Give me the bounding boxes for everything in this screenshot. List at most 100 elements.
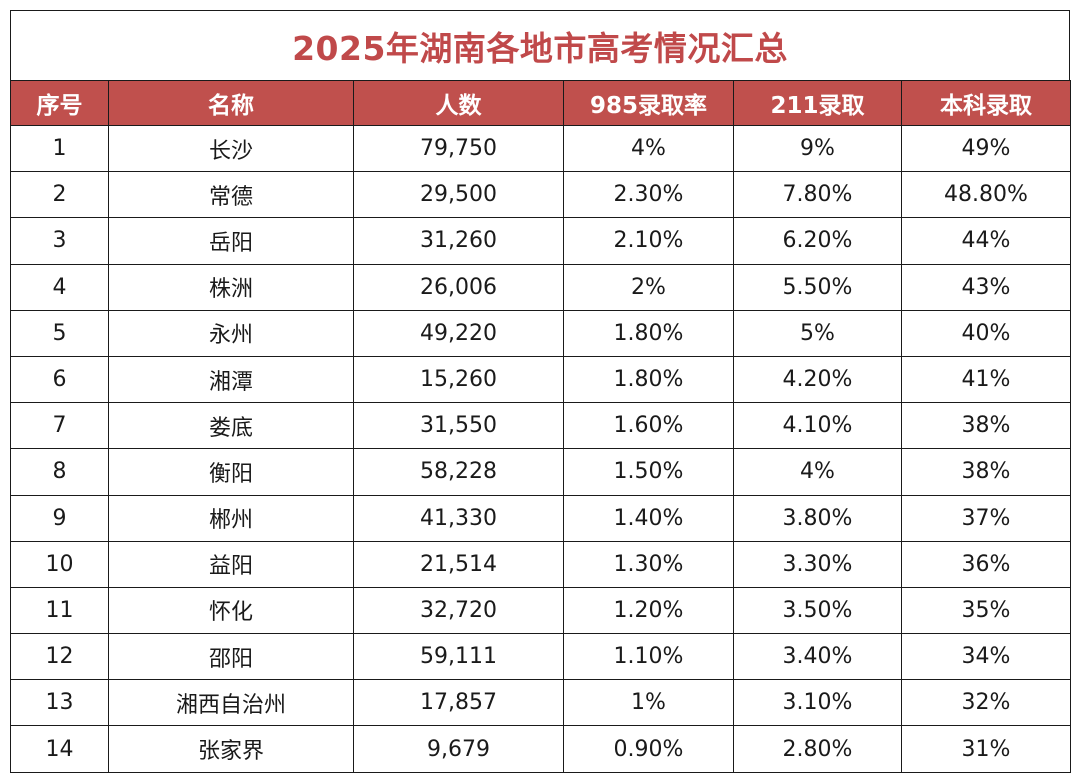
table-row: 9 郴州 41,330 1.40% 3.80% 37% <box>10 494 1071 542</box>
table-row: 2 常德 29,500 2.30% 7.80% 48.80% <box>10 171 1071 219</box>
table-body: 1 长沙 79,750 4% 9% 49% 2 常德 29,500 2.30% 7.80% 48.80… <box>10 124 1071 773</box>
cell-985-rate: 1.80% <box>563 355 734 404</box>
cell-undergrad-rate: 43% <box>901 263 1071 311</box>
cell-name: 张家界 <box>108 725 354 773</box>
cell-undergrad-rate: 38% <box>901 448 1071 496</box>
cell-985-rate: 1.40% <box>563 494 734 542</box>
cell-index: 9 <box>10 494 109 542</box>
table-row: 7 娄底 31,550 1.60% 4.10% 38% <box>10 402 1071 450</box>
cell-undergrad-rate: 49% <box>901 124 1071 173</box>
cell-undergrad-rate: 41% <box>901 355 1071 404</box>
cell-count: 32,720 <box>353 586 564 635</box>
cell-985-rate: 1.80% <box>563 309 734 357</box>
table-row: 10 益阳 21,514 1.30% 3.30% 36% <box>10 540 1071 588</box>
cell-985-rate: 2.10% <box>563 217 734 265</box>
header-index: 序号 <box>10 80 109 126</box>
table-row: 14 张家界 9,679 0.90% 2.80% 31% <box>10 725 1071 773</box>
cell-undergrad-rate: 34% <box>901 633 1071 681</box>
cell-count: 79,750 <box>353 124 564 173</box>
cell-985-rate: 4% <box>563 124 734 173</box>
cell-count: 41,330 <box>353 494 564 542</box>
cell-undergrad-rate: 48.80% <box>901 171 1071 219</box>
cell-985-rate: 1.50% <box>563 448 734 496</box>
cell-index: 10 <box>10 540 109 588</box>
table-row: 6 湘潭 15,260 1.80% 4.20% 41% <box>10 355 1071 404</box>
cell-undergrad-rate: 44% <box>901 217 1071 265</box>
data-table: 序号 名称 人数 985录取率 211录取 本科录取 1 长沙 79,750 4% 9%… <box>10 80 1071 773</box>
page-title: 2025年湖南各地市高考情况汇总 <box>292 28 788 68</box>
cell-985-rate: 1.10% <box>563 633 734 681</box>
table-row: 3 岳阳 31,260 2.10% 6.20% 44% <box>10 217 1071 265</box>
cell-undergrad-rate: 38% <box>901 402 1071 450</box>
table-row: 12 邵阳 59,111 1.10% 3.40% 34% <box>10 633 1071 681</box>
cell-985-rate: 1% <box>563 679 734 727</box>
cell-count: 21,514 <box>353 540 564 588</box>
summary-sheet: 2025年湖南各地市高考情况汇总 序号 名称 人数 985录取率 211录取 本… <box>10 10 1071 773</box>
cell-211-rate: 3.40% <box>733 633 902 681</box>
cell-count: 15,260 <box>353 355 564 404</box>
cell-count: 59,111 <box>353 633 564 681</box>
cell-211-rate: 6.20% <box>733 217 902 265</box>
cell-211-rate: 3.80% <box>733 494 902 542</box>
cell-name: 邵阳 <box>108 633 354 681</box>
cell-211-rate: 4.10% <box>733 402 902 450</box>
cell-name: 长沙 <box>108 124 354 173</box>
cell-985-rate: 0.90% <box>563 725 734 773</box>
table-row: 13 湘西自治州 17,857 1% 3.10% 32% <box>10 679 1071 727</box>
cell-name: 株洲 <box>108 263 354 311</box>
cell-count: 31,550 <box>353 402 564 450</box>
cell-index: 4 <box>10 263 109 311</box>
table-row: 5 永州 49,220 1.80% 5% 40% <box>10 309 1071 357</box>
header-name: 名称 <box>108 80 354 126</box>
cell-name: 娄底 <box>108 402 354 450</box>
header-undergrad-rate: 本科录取 <box>901 80 1071 126</box>
cell-count: 49,220 <box>353 309 564 357</box>
cell-count: 17,857 <box>353 679 564 727</box>
cell-index: 11 <box>10 586 109 635</box>
cell-name: 永州 <box>108 309 354 357</box>
cell-985-rate: 2% <box>563 263 734 311</box>
cell-211-rate: 4.20% <box>733 355 902 404</box>
table-row: 11 怀化 32,720 1.20% 3.50% 35% <box>10 586 1071 635</box>
cell-index: 14 <box>10 725 109 773</box>
cell-985-rate: 1.30% <box>563 540 734 588</box>
cell-undergrad-rate: 40% <box>901 309 1071 357</box>
cell-index: 12 <box>10 633 109 681</box>
cell-index: 2 <box>10 171 109 219</box>
cell-211-rate: 3.10% <box>733 679 902 727</box>
header-211-rate: 211录取 <box>733 80 902 126</box>
table-row: 1 长沙 79,750 4% 9% 49% <box>10 124 1071 173</box>
cell-count: 31,260 <box>353 217 564 265</box>
title-row: 2025年湖南各地市高考情况汇总 <box>10 10 1070 80</box>
cell-211-rate: 7.80% <box>733 171 902 219</box>
cell-985-rate: 1.20% <box>563 586 734 635</box>
cell-985-rate: 1.60% <box>563 402 734 450</box>
cell-211-rate: 5% <box>733 309 902 357</box>
cell-undergrad-rate: 36% <box>901 540 1071 588</box>
cell-undergrad-rate: 37% <box>901 494 1071 542</box>
cell-undergrad-rate: 32% <box>901 679 1071 727</box>
cell-index: 13 <box>10 679 109 727</box>
cell-985-rate: 2.30% <box>563 171 734 219</box>
cell-index: 6 <box>10 355 109 404</box>
cell-name: 郴州 <box>108 494 354 542</box>
cell-count: 9,679 <box>353 725 564 773</box>
cell-index: 1 <box>10 124 109 173</box>
cell-count: 58,228 <box>353 448 564 496</box>
cell-211-rate: 5.50% <box>733 263 902 311</box>
cell-211-rate: 4% <box>733 448 902 496</box>
header-985-rate: 985录取率 <box>563 80 734 126</box>
table-row: 4 株洲 26,006 2% 5.50% 43% <box>10 263 1071 311</box>
cell-211-rate: 3.50% <box>733 586 902 635</box>
cell-211-rate: 3.30% <box>733 540 902 588</box>
cell-211-rate: 9% <box>733 124 902 173</box>
cell-211-rate: 2.80% <box>733 725 902 773</box>
cell-index: 5 <box>10 309 109 357</box>
cell-name: 衡阳 <box>108 448 354 496</box>
cell-index: 7 <box>10 402 109 450</box>
cell-name: 益阳 <box>108 540 354 588</box>
cell-index: 8 <box>10 448 109 496</box>
cell-name: 湘西自治州 <box>108 679 354 727</box>
cell-name: 湘潭 <box>108 355 354 404</box>
header-row: 序号 名称 人数 985录取率 211录取 本科录取 <box>10 80 1071 126</box>
